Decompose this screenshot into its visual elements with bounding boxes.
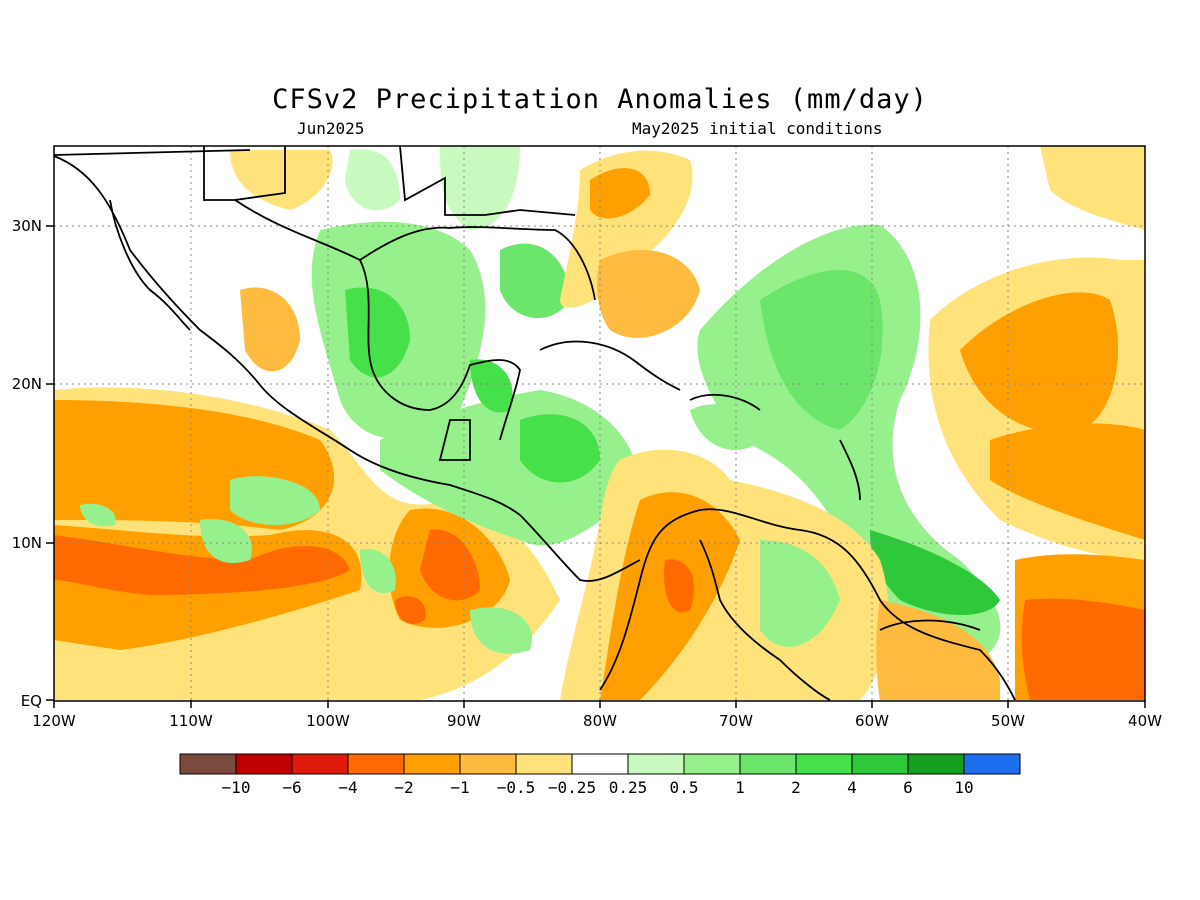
colorbar-swatch — [795, 753, 853, 775]
colorbar-swatch — [851, 753, 909, 775]
lon-label-100w: 100W — [306, 712, 350, 730]
colorbar-label: −4 — [338, 778, 357, 797]
colorbar-label: −6 — [282, 778, 301, 797]
colorbar-swatch — [235, 753, 293, 775]
colorbar-label: 4 — [847, 778, 857, 797]
valid-month: Jun2025 — [297, 119, 365, 138]
lon-label-60w: 60W — [855, 712, 889, 730]
colorbar-swatch — [291, 753, 349, 775]
colorbar-label: −10 — [222, 778, 251, 797]
colorbar-label: −0.5 — [497, 778, 536, 797]
lat-label-20n: 20N — [12, 375, 42, 393]
colorbar-swatch — [347, 753, 405, 775]
colorbar-swatch — [683, 753, 741, 775]
colorbar-swatch — [515, 753, 573, 775]
tick-marks — [46, 225, 1146, 708]
lon-label-90w: 90W — [447, 712, 481, 730]
lon-label-80w: 80W — [583, 712, 617, 730]
lon-label-50w: 50W — [991, 712, 1025, 730]
lon-label-40w: 40W — [1128, 712, 1162, 730]
colorbar-label: 0.25 — [609, 778, 648, 797]
colorbar-label: 2 — [791, 778, 801, 797]
colorbar-swatch — [963, 753, 1021, 775]
lat-label-eq: EQ — [21, 692, 42, 710]
colorbar-swatch — [627, 753, 685, 775]
colorbar-swatch — [739, 753, 797, 775]
colorbar-label: −2 — [394, 778, 413, 797]
coastlines — [54, 146, 1016, 701]
colorbar-label: −1 — [450, 778, 469, 797]
lon-label-110w: 110W — [169, 712, 213, 730]
anomaly-shading — [54, 146, 1145, 701]
initial-conditions-label: May2025 initial conditions — [632, 119, 883, 138]
colorbar-label: 6 — [903, 778, 913, 797]
colorbar-swatch — [459, 753, 517, 775]
colorbar-label: 0.5 — [670, 778, 699, 797]
graticule — [54, 146, 1145, 700]
lon-label-120w: 120W — [32, 712, 76, 730]
lat-label-30n: 30N — [12, 217, 42, 235]
colorbar-label: −0.25 — [548, 778, 596, 797]
colorbar-label: 1 — [735, 778, 745, 797]
colorbar-swatch — [571, 753, 629, 775]
longitude-labels: 120W 110W 100W 90W 80W 70W 60W 50W 40W — [32, 712, 1162, 730]
colorbar: −10 −6 −4 −2 −1 −0.5 −0.25 0.25 0.5 1 2 4 6 10 — [179, 753, 1021, 797]
colorbar-label: 10 — [954, 778, 973, 797]
lon-label-70w: 70W — [719, 712, 753, 730]
colorbar-swatch — [403, 753, 461, 775]
map-title: CFSv2 Precipitation Anomalies (mm/day) — [272, 84, 928, 115]
colorbar-swatch — [907, 753, 965, 775]
lat-label-10n: 10N — [12, 534, 42, 552]
latitude-labels: 30N 20N 10N EQ — [12, 217, 42, 710]
colorbar-swatch — [179, 753, 237, 775]
